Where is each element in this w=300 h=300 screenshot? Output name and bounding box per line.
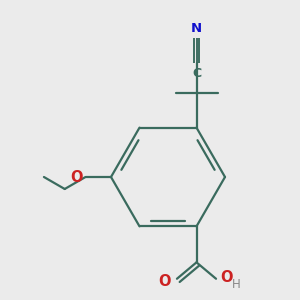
- Text: H: H: [232, 278, 240, 291]
- Text: O: O: [158, 274, 171, 289]
- Text: N: N: [191, 22, 202, 35]
- Text: O: O: [220, 270, 233, 285]
- Text: O: O: [70, 169, 83, 184]
- Text: C: C: [192, 67, 201, 80]
